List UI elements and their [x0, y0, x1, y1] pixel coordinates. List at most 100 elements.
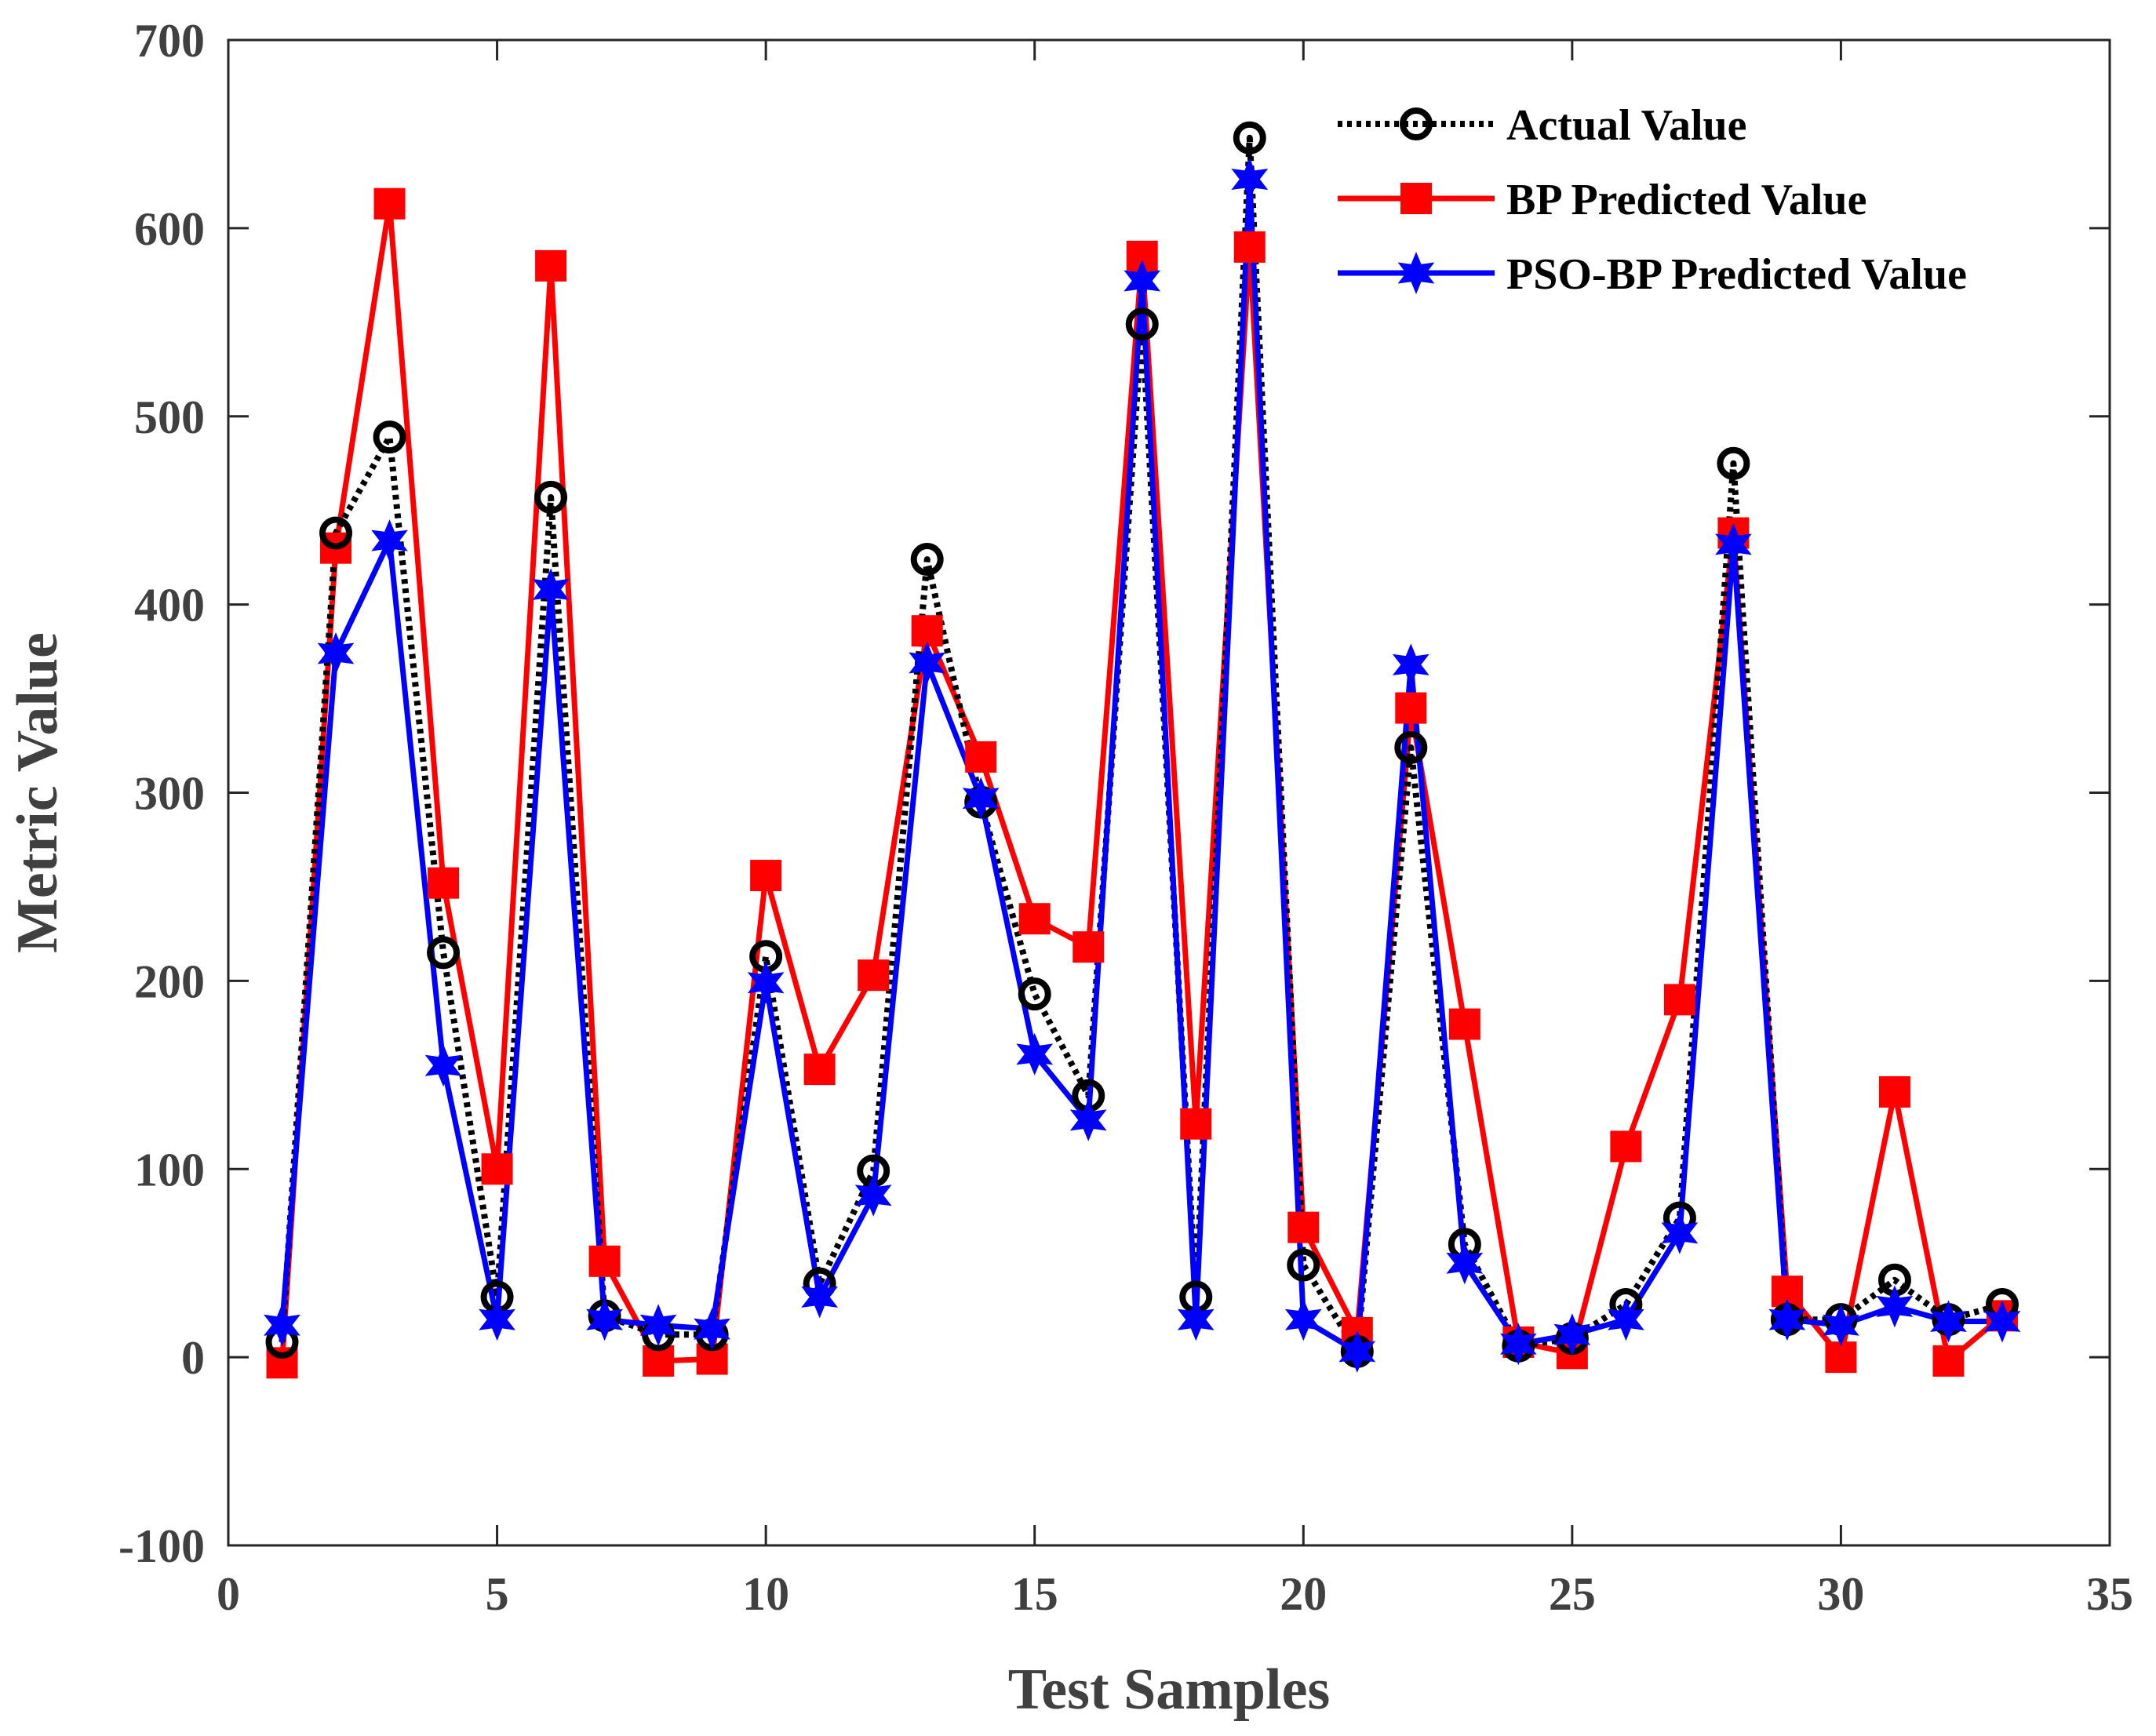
x-tick-label: 15 [1011, 1568, 1058, 1620]
pso-bp-predicted-value-point [1768, 1298, 1806, 1341]
x-tick-label: 35 [2086, 1568, 2133, 1620]
x-tick-label: 5 [486, 1568, 509, 1620]
legend-label: Actual Value [1506, 101, 1747, 150]
bp-predicted-value-point [1878, 1075, 1910, 1108]
bp-predicted-value-point [1287, 1211, 1320, 1243]
pso-bp-predicted-value-point [1392, 643, 1429, 686]
pso-bp-predicted-value-point [1823, 1304, 1859, 1347]
y-tick-label: 700 [134, 15, 205, 67]
pso-bp-predicted-value-point [1177, 1298, 1215, 1341]
actual-value-point [534, 480, 568, 514]
pso-bp-predicted-value-point [1231, 158, 1269, 201]
y-axis-title: Metric Value [5, 632, 70, 953]
bp-predicted-value-point [1448, 1008, 1480, 1040]
pso-bp-predicted-value-point [1284, 1298, 1322, 1341]
pso-bp-predicted-value-point [1016, 1032, 1054, 1075]
y-tick-label: 0 [181, 1332, 205, 1384]
actual-value-point [1394, 730, 1428, 764]
bp-predicted-value-point [911, 615, 943, 647]
pso-bp-predicted-value-point [1124, 260, 1161, 302]
pso-bp-predicted-value-point [639, 1304, 677, 1347]
y-tick-label: 300 [134, 768, 205, 820]
legend-label: PSO-BP Predicted Value [1506, 250, 1967, 299]
pso-bp-predicted-value-point [1715, 522, 1752, 566]
pso-bp-predicted-value-point [747, 961, 785, 1004]
pso-bp-predicted-value-point [479, 1298, 515, 1341]
pso-bp-predicted-value-point [1983, 1300, 2021, 1343]
y-tick-label: -100 [118, 1520, 205, 1572]
pso-bp-predicted-value-point [1338, 1330, 1376, 1373]
pso-bp-predicted-value-point [854, 1174, 892, 1217]
pso-bp-predicted-value-point [264, 1304, 300, 1347]
pso-bp-predicted-value-point [962, 777, 1000, 820]
actual-value-point [1125, 308, 1159, 341]
pso-bp-predicted-value-point [1661, 1211, 1699, 1254]
x-tick-label: 25 [1549, 1568, 1596, 1620]
pso-bp-predicted-value-point [371, 519, 408, 562]
bp-predicted-value-point [1073, 931, 1105, 963]
pso-bp-predicted-value-markers [264, 158, 2021, 1373]
actual-value-point [373, 420, 406, 454]
actual-value-point [910, 543, 944, 577]
legend-marker [1400, 107, 1433, 140]
actual-value-point [1233, 121, 1266, 155]
x-axis-title: Test Samples [1008, 1658, 1331, 1722]
actual-value-point [1018, 977, 1051, 1011]
plot-area-frame [227, 38, 2111, 1547]
legend-item-bp-predicted-value: BP Predicted Value [1338, 176, 1866, 224]
pso-bp-predicted-value-point [1608, 1298, 1644, 1341]
bp-predicted-value-point [750, 860, 782, 892]
x-tick-label: 30 [1817, 1568, 1864, 1620]
pso-bp-predicted-value-point [1500, 1323, 1537, 1366]
y-tick-label: 500 [134, 391, 205, 443]
pso-bp-predicted-value-point [801, 1276, 838, 1319]
pso-bp-predicted-value-point [317, 632, 355, 675]
pso-bp-predicted-value-point [1069, 1098, 1107, 1141]
bp-predicted-value-point [1180, 1108, 1212, 1140]
pso-bp-predicted-value-point [532, 568, 570, 611]
bp-predicted-value-point [1233, 231, 1266, 263]
legend: Actual Value BP Predicted Value PSO-BP Pre… [1338, 101, 1967, 299]
y-tick-label: 200 [134, 955, 205, 1007]
bp-predicted-value-point [1663, 984, 1695, 1016]
bp-predicted-value-point [965, 741, 997, 773]
pso-bp-predicted-value-point [586, 1298, 623, 1341]
actual-value-point [319, 516, 353, 550]
bp-predicted-value-point [858, 959, 890, 992]
x-tick-label: 20 [1280, 1568, 1327, 1620]
legend-marker [1397, 252, 1435, 294]
pso-bp-predicted-value-point [1876, 1285, 1914, 1328]
bp-predicted-value-point [535, 249, 567, 282]
bp-predicted-value-point [803, 1054, 836, 1086]
x-tick-label: 10 [742, 1568, 789, 1620]
series-layer [264, 121, 2021, 1379]
y-tick-label: 100 [134, 1144, 205, 1196]
bp-predicted-value-point [481, 1153, 513, 1185]
bp-predicted-value-point [1825, 1341, 1857, 1374]
pso-bp-predicted-value-point [1930, 1300, 1967, 1343]
legend-item-pso-bp-predicted-value: PSO-BP Predicted Value [1338, 250, 1967, 299]
bp-predicted-value-point [588, 1245, 621, 1277]
y-tick-label: 400 [134, 580, 205, 631]
bp-predicted-value-point [1610, 1130, 1642, 1163]
legend-marker [1400, 183, 1432, 214]
y-tick-label: 600 [134, 203, 205, 255]
bp-predicted-value-point [1932, 1345, 1965, 1377]
pso-bp-predicted-value-point [1553, 1313, 1591, 1356]
bp-predicted-value-point [373, 187, 406, 220]
bp-predicted-value-point [1395, 692, 1427, 724]
legend-label: BP Predicted Value [1506, 176, 1866, 224]
bp-predicted-value-point [428, 867, 460, 899]
legend-item-actual-value: Actual Value [1338, 101, 1747, 150]
pso-bp-predicted-value-point [424, 1044, 462, 1087]
actual-value-point [1717, 446, 1750, 480]
bp-predicted-value-point [1018, 903, 1051, 935]
x-tick-label: 0 [217, 1568, 240, 1620]
pso-bp-predicted-value-point [694, 1308, 730, 1351]
pso-bp-predicted-value-point [909, 642, 946, 684]
actual-value-point [427, 936, 461, 970]
pso-bp-predicted-value-point [1446, 1242, 1484, 1285]
